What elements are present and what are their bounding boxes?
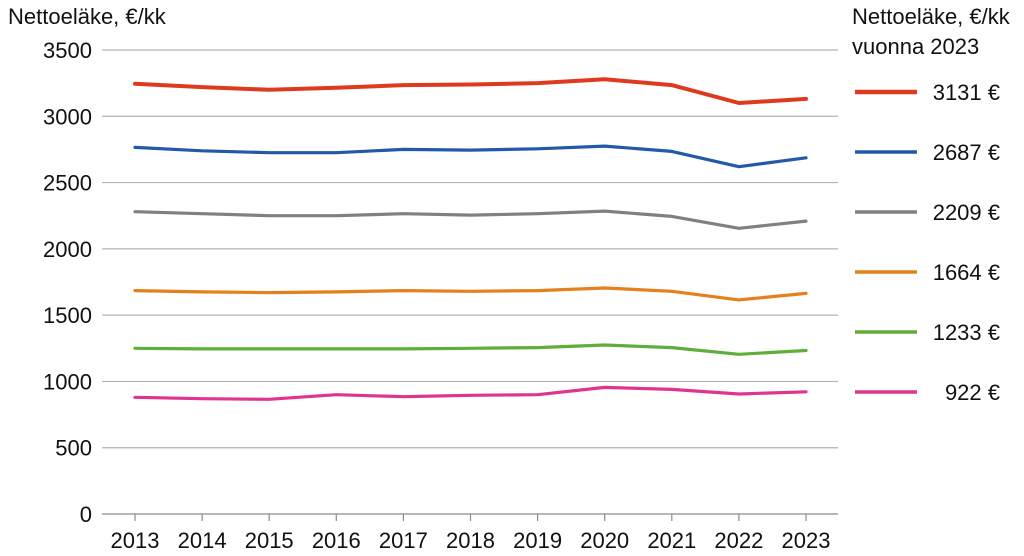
y-tick-label: 3000 [43, 104, 92, 129]
y-tick-labels: 0 500 1000 1500 2000 2500 3000 3500 [43, 38, 92, 527]
y-tick-label: 3500 [43, 38, 92, 63]
legend-label-5: 1233 € [933, 320, 1000, 345]
series-lines [133, 77, 808, 401]
y-axis-title: Nettoeläke, €/kk [8, 4, 167, 29]
y-tick-label: 0 [80, 502, 92, 527]
legend-label-6: 922 € [945, 380, 1000, 405]
x-tick-label: 2017 [379, 528, 428, 553]
x-tick-label: 2016 [312, 528, 361, 553]
x-tick-label: 2019 [513, 528, 562, 553]
y-tick-label: 2500 [43, 171, 92, 196]
legend: 3131 € 2687 € 2209 € 1664 € 1233 € 922 € [855, 80, 1000, 405]
y-tick-label: 2000 [43, 237, 92, 262]
legend-label-2: 2687 € [933, 140, 1000, 165]
legend-label-4: 1664 € [933, 260, 1000, 285]
x-tick-label: 2015 [245, 528, 294, 553]
legend-title-line2: vuonna 2023 [852, 34, 979, 59]
series-line-5 [133, 343, 808, 356]
series-line-2 [133, 144, 808, 169]
gridlines [102, 49, 838, 449]
y-tick-label: 1500 [43, 303, 92, 328]
series-line-3 [133, 209, 808, 230]
x-tick-label: 2023 [782, 528, 831, 553]
y-tick-label: 500 [55, 436, 92, 461]
x-tick-label: 2013 [111, 528, 160, 553]
series-line-1 [133, 77, 808, 105]
legend-title-line1: Nettoeläke, €/kk [852, 4, 1011, 29]
legend-label-3: 2209 € [933, 200, 1000, 225]
x-tick-label: 2014 [178, 528, 227, 553]
x-tick-label: 2021 [647, 528, 696, 553]
x-axis: 2013 2014 2015 2016 2017 2018 2019 2020 2021 2022… [102, 513, 838, 553]
x-tick-label: 2022 [714, 528, 763, 553]
legend-label-1: 3131 € [933, 80, 1000, 105]
series-line-4 [133, 286, 808, 302]
x-tick-label: 2018 [446, 528, 495, 553]
y-tick-label: 1000 [43, 369, 92, 394]
x-tick-label: 2020 [580, 528, 629, 553]
series-line-6 [133, 385, 808, 401]
